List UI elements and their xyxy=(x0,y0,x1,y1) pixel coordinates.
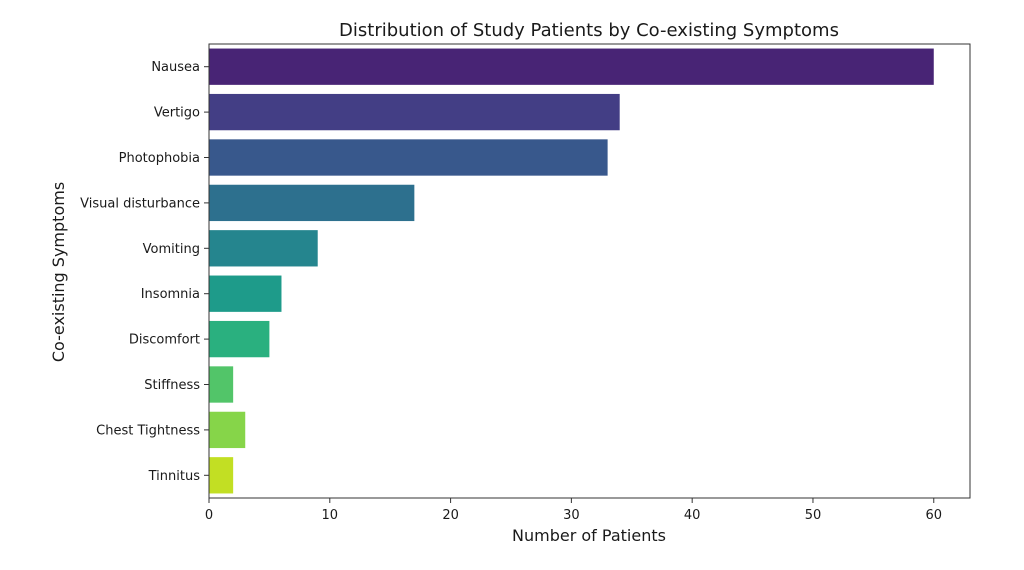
y-tick-label: Nausea xyxy=(151,60,200,75)
x-tick-label: 50 xyxy=(805,508,822,523)
bar-insomnia xyxy=(209,275,282,312)
x-tick-label: 30 xyxy=(563,508,580,523)
y-tick-label: Photophobia xyxy=(119,151,200,166)
bar-vertigo xyxy=(209,93,620,131)
y-ticks-group: Nausea Vertigo Photophobia Visual disturban… xyxy=(80,60,209,484)
x-tick-label: 20 xyxy=(442,508,459,523)
y-axis-label: Co-existing Symptoms xyxy=(49,182,68,362)
bar-photophobia xyxy=(209,139,608,176)
bar-nausea xyxy=(209,48,934,85)
bar-discomfort xyxy=(209,320,270,358)
plot-frame xyxy=(208,43,971,499)
chart-title: Distribution of Study Patients by Co-exi… xyxy=(339,20,839,41)
bar-chest-tightness xyxy=(209,411,246,449)
x-ticks-group: 0 10 20 30 40 50 60 xyxy=(205,498,942,523)
x-tick-label: 10 xyxy=(322,508,339,523)
y-tick-label: Visual disturbance xyxy=(80,196,200,211)
bar-tinnitus xyxy=(209,457,234,494)
y-tick-label: Stiffness xyxy=(144,378,200,393)
y-tick-label: Discomfort xyxy=(129,333,200,348)
x-tick-label: 60 xyxy=(925,508,942,523)
y-tick-label: Insomnia xyxy=(141,287,200,302)
bar-visual-disturbance xyxy=(209,184,415,222)
x-tick-label: 40 xyxy=(684,508,701,523)
x-tick-label: 0 xyxy=(205,508,213,523)
bar-vomiting xyxy=(209,230,318,267)
y-tick-label: Tinnitus xyxy=(148,469,201,484)
x-axis-label: Number of Patients xyxy=(512,526,666,545)
bar-stiffness xyxy=(209,366,234,403)
y-tick-label: Vertigo xyxy=(154,106,200,121)
bars-group xyxy=(209,48,934,494)
y-tick-label: Vomiting xyxy=(143,242,200,257)
y-tick-label: Chest Tightness xyxy=(96,423,200,438)
